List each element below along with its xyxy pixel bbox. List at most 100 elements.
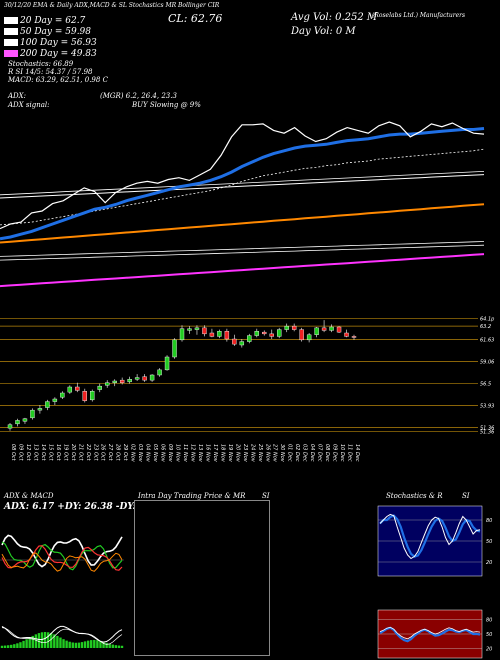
- price-tick-label: 51.36: [480, 426, 494, 432]
- candle: [82, 388, 87, 403]
- adx-signal-value: BUY Slowing @ 9%: [132, 101, 201, 109]
- candle-body: [37, 408, 43, 411]
- candle-body: [262, 331, 267, 335]
- legend-item-20: 20 Day = 62.7: [4, 16, 85, 26]
- macd-bar: [86, 640, 90, 648]
- candle-body: [269, 333, 274, 337]
- candle-body: [30, 409, 35, 419]
- macd-bar: [71, 642, 74, 648]
- candle: [67, 385, 73, 394]
- candle-body: [45, 401, 50, 408]
- date-tick-label: 10 Nov: [175, 444, 181, 463]
- header-line: 30/12/20 EMA & Daily ADX,MACD & SL Stoch…: [4, 2, 220, 9]
- date-tick-label: 22 Oct: [85, 444, 91, 462]
- candle: [90, 389, 95, 402]
- stoch-tick-label: 20: [486, 560, 492, 566]
- date-tick-label: 18 Nov: [219, 444, 225, 463]
- candle-body: [321, 327, 327, 331]
- candle: [314, 327, 319, 338]
- candle-body: [15, 420, 20, 425]
- candle: [291, 323, 297, 332]
- date-tick-label: 15 Oct: [47, 444, 53, 462]
- date-tick-label: 28 Oct: [115, 444, 121, 462]
- price-tick-label: 53.93: [480, 404, 494, 410]
- date-tick-label: 12 Oct: [25, 444, 31, 462]
- macd-bar: [22, 640, 25, 648]
- candle-body: [239, 341, 245, 346]
- legend-item-200: 200 Day = 49.83: [4, 49, 97, 59]
- macd-bar: [62, 639, 65, 648]
- date-tick-label: 03 Dec: [302, 444, 308, 462]
- close-price: CL: 62.76: [168, 12, 223, 25]
- candle-body: [232, 338, 237, 345]
- candle-body: [75, 386, 80, 391]
- ema-orange-line: [0, 203, 485, 244]
- stochastics-value: Stochastics: 66.89: [8, 60, 74, 68]
- date-tick-label: 09 Oct: [17, 444, 23, 462]
- date-tick-label: 20 Nov: [234, 444, 240, 463]
- ema-100-line: [0, 174, 485, 199]
- ema-close-line: [0, 121, 485, 230]
- candle: [179, 325, 185, 342]
- date-tick-label: 08 Oct: [10, 444, 16, 462]
- candle-body: [314, 327, 319, 335]
- adx-values: (MGR) 6.2, 26.4, 23.3: [100, 92, 177, 100]
- adx-label: ADX:: [8, 92, 27, 100]
- macd-bar: [16, 643, 19, 648]
- candle-body: [119, 379, 125, 383]
- candle: [299, 327, 304, 342]
- stoch-k-line: [379, 513, 481, 560]
- candle: [157, 368, 162, 377]
- macd-bar: [43, 631, 47, 648]
- macd-bar: [10, 644, 13, 648]
- macd-bar: [56, 635, 59, 648]
- minus-di-line: [1, 545, 123, 571]
- candle-body: [105, 382, 110, 386]
- candle: [30, 408, 35, 420]
- candle: [134, 374, 140, 381]
- candle-body: [194, 327, 200, 330]
- macd-bar: [120, 645, 124, 648]
- candle: [7, 423, 13, 431]
- ema-100-line-2: [0, 171, 485, 196]
- candle-body: [247, 335, 252, 342]
- macd-bar: [90, 640, 93, 648]
- candle: [127, 376, 132, 384]
- candle: [284, 323, 289, 333]
- candle-body: [336, 326, 342, 333]
- date-tick-label: 07 Dec: [317, 444, 323, 462]
- date-tick-label: 16 Nov: [204, 444, 210, 463]
- candle-body: [7, 424, 13, 429]
- candle: [52, 397, 58, 405]
- candle: [97, 383, 102, 393]
- macd-bar: [25, 639, 28, 648]
- stoch-panel-title: Stochastics & R: [386, 492, 443, 500]
- macd-bar: [102, 641, 105, 648]
- candle: [239, 339, 245, 348]
- candle: [351, 334, 357, 340]
- macd-bar: [65, 640, 68, 648]
- ema-20-line: [0, 127, 485, 241]
- candle-body: [82, 391, 87, 401]
- date-tick-label: 30 Nov: [279, 444, 285, 463]
- macd-bar: [28, 637, 31, 648]
- macd-line: [1, 625, 123, 643]
- candle-body: [97, 385, 102, 390]
- candle: [344, 329, 349, 338]
- candle-body: [306, 334, 312, 341]
- price-tick-label: 56.5: [480, 382, 491, 388]
- stochastics-panel: 80 80 50 50 20 20: [377, 505, 492, 659]
- macd-bar: [105, 642, 108, 648]
- candle-body: [291, 325, 297, 330]
- date-tick-label: 10 Dec: [339, 444, 345, 462]
- macd-bar: [46, 632, 50, 648]
- candle: [329, 324, 334, 333]
- date-tick-label: 29 Oct: [122, 444, 128, 462]
- rsi-line: [379, 626, 481, 643]
- candle-body: [351, 336, 357, 338]
- candle: [336, 326, 342, 333]
- candle-body: [52, 398, 58, 402]
- candle: [202, 325, 207, 337]
- candle: [45, 399, 50, 411]
